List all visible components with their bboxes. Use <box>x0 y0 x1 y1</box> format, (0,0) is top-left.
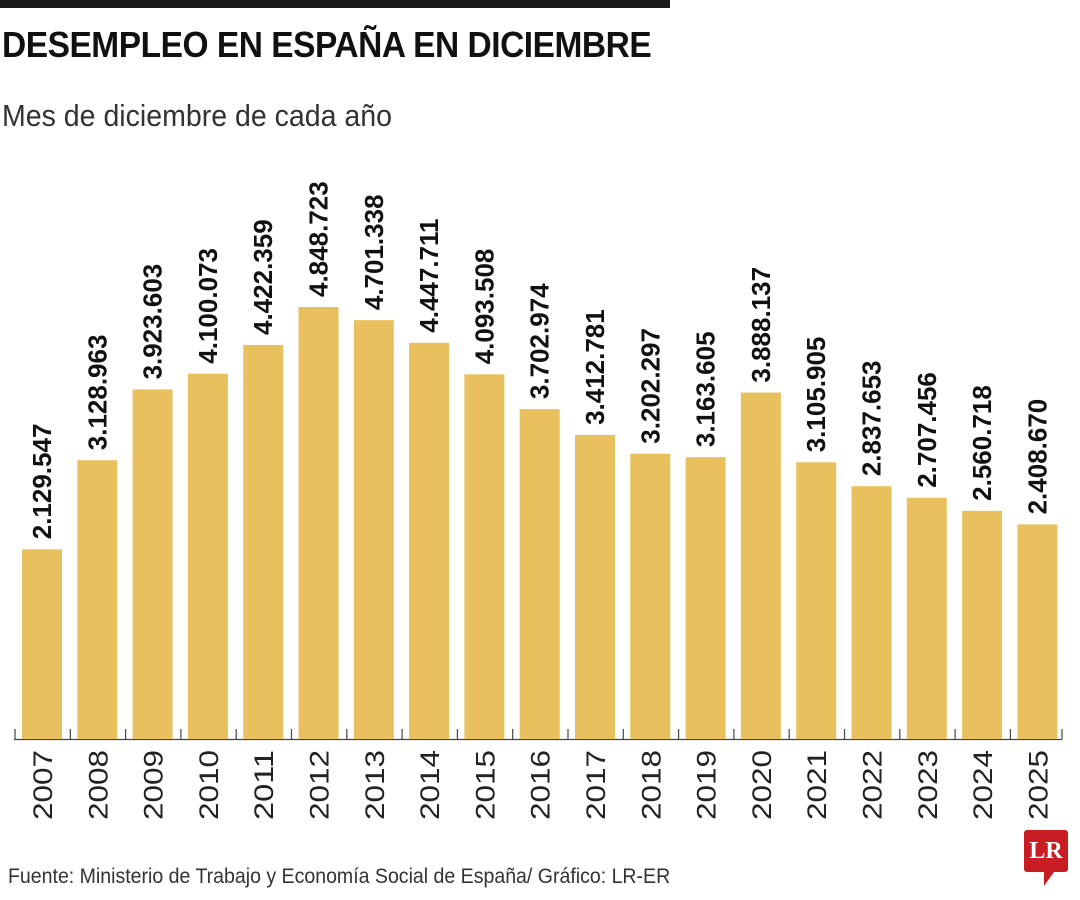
bar-2018 <box>630 453 671 739</box>
data-label-2014: 4.447.711 <box>414 218 444 332</box>
x-tick-label-2024: 2024 <box>968 750 998 820</box>
data-label-2020: 3.888.137 <box>746 267 776 383</box>
bar-2010 <box>187 373 228 739</box>
data-label-2018: 3.202.297 <box>635 328 665 444</box>
data-label-2011: 4.422.359 <box>248 219 278 335</box>
x-tick-label-2025: 2025 <box>1023 750 1053 820</box>
bar-2016 <box>519 409 560 739</box>
bar-2007 <box>22 549 62 739</box>
data-label-2021: 3.105.905 <box>801 337 831 453</box>
x-tick-label-2021: 2021 <box>802 750 832 820</box>
chart-title: DESEMPLEO EN ESPAÑA EN DICIEMBRE <box>2 24 652 65</box>
x-tick-label-2015: 2015 <box>470 750 500 820</box>
bar-2015 <box>464 374 505 739</box>
x-tick-label-2023: 2023 <box>913 750 943 820</box>
bar-2011 <box>243 344 284 739</box>
bar-2024 <box>962 510 1003 739</box>
bar-2017 <box>575 434 615 739</box>
x-tick-label-2019: 2019 <box>692 750 722 820</box>
x-tick-label-2016: 2016 <box>526 750 556 820</box>
bar-2008 <box>77 460 118 739</box>
chart-subtitle: Mes de diciembre de cada año <box>2 98 393 133</box>
data-label-2025: 2.408.670 <box>1022 399 1052 515</box>
data-label-2012: 4.848.723 <box>304 181 334 297</box>
bar-2014 <box>409 342 450 739</box>
bar-2025 <box>1017 524 1058 739</box>
x-tick-label-2022: 2022 <box>858 750 888 820</box>
bar-2013 <box>353 320 394 739</box>
bar-chart: 2.129.547 2007 3.128.963 2008 3.923.603 2009 4… <box>14 181 1063 820</box>
x-tick-label-2012: 2012 <box>305 750 335 820</box>
bar-2009 <box>132 389 173 739</box>
x-tick-label-2009: 2009 <box>139 750 169 820</box>
data-label-2016: 3.702.974 <box>525 283 555 399</box>
data-label-2023: 2.707.456 <box>912 372 942 488</box>
x-tick-label-2018: 2018 <box>636 750 666 820</box>
x-tick-label-2014: 2014 <box>415 750 445 820</box>
x-tick-label-2008: 2008 <box>83 750 113 820</box>
data-label-2010: 4.100.073 <box>193 248 223 364</box>
x-tick-label-2007: 2007 <box>28 750 58 820</box>
x-tick-label-2011: 2011 <box>249 750 279 820</box>
bar-2019 <box>685 457 726 739</box>
bar-2012 <box>298 307 339 739</box>
x-tick-label-2013: 2013 <box>360 750 390 820</box>
data-label-2015: 4.093.508 <box>469 249 499 365</box>
x-tick-label-2020: 2020 <box>747 750 777 820</box>
bar-2021 <box>796 462 837 739</box>
data-label-2013: 4.701.338 <box>359 194 389 310</box>
data-label-2008: 3.128.963 <box>82 335 112 451</box>
source-note: Fuente: Ministerio de Trabajo y Economía… <box>8 865 671 888</box>
x-tick-label-2010: 2010 <box>194 750 224 820</box>
data-label-2007: 2.129.547 <box>27 424 57 540</box>
bar-2023 <box>906 497 947 739</box>
bar-2020 <box>740 392 781 739</box>
data-label-2022: 2.837.653 <box>857 361 887 477</box>
data-label-2009: 3.923.603 <box>138 264 168 380</box>
data-label-2017: 3.412.781 <box>580 309 610 425</box>
x-tick-label-2017: 2017 <box>581 750 611 820</box>
lr-logo: LR <box>1024 830 1068 886</box>
bar-2022 <box>851 486 892 739</box>
data-label-2024: 2.560.718 <box>967 385 997 501</box>
top-rule <box>0 0 670 8</box>
data-label-2019: 3.163.605 <box>691 331 721 447</box>
